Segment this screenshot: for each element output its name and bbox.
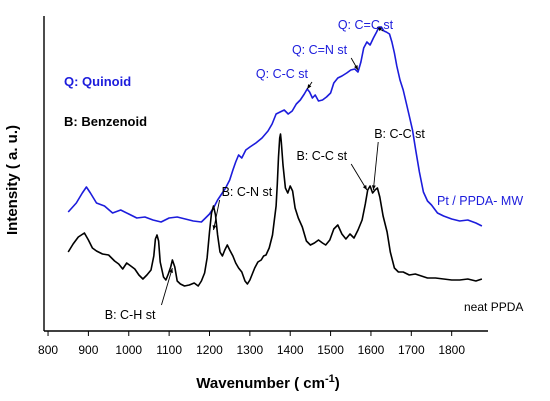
- annotation-arrow-head-4: [362, 185, 367, 190]
- annotation-arrow-head-5: [371, 185, 376, 190]
- annotation-3: B: C-N st: [212, 185, 273, 231]
- annotation-label-2: Q: C-C st: [256, 67, 309, 81]
- x-tick-label-900: 900: [78, 343, 98, 357]
- annotation-2: Q: C-C st: [256, 67, 313, 90]
- series-line-1: [67, 133, 483, 287]
- annotation-arrow-head-3: [212, 225, 217, 230]
- annotation-arrow-head-2: [307, 84, 312, 89]
- x-tick-label-1700: 1700: [398, 343, 425, 357]
- annotation-label-1: Q: C=N st: [292, 43, 348, 57]
- x-tick-label-1800: 1800: [438, 343, 465, 357]
- series-label-neat-ppda: neat PPDA: [464, 300, 523, 314]
- x-axis-ticks: [47, 331, 453, 336]
- annotation-label-5: B: C-C st: [374, 127, 425, 141]
- y-axis-title: Intensity ( a. u.): [4, 125, 21, 235]
- x-tick-label-800: 800: [38, 343, 58, 357]
- x-tick-label-1600: 1600: [358, 343, 385, 357]
- x-tick-label-1300: 1300: [237, 343, 264, 357]
- x-tick-label-1100: 1100: [156, 343, 182, 357]
- x-tick-label-1000: 1000: [115, 343, 142, 357]
- series-label-pt-ppda-mw: Pt / PPDA- MW: [437, 194, 523, 208]
- legend: Q: Quinoid B: Benzenoid: [64, 74, 147, 129]
- annotation-1: Q: C=N st: [292, 43, 359, 71]
- annotation-label-6: B: C-H st: [105, 308, 156, 322]
- annotation-arrow-line-5: [372, 141, 379, 191]
- annotation-arrow-line-4: [350, 163, 368, 191]
- annotation-arrow-line-3: [213, 199, 221, 231]
- annotation-6: B: C-H st: [105, 267, 173, 322]
- annotation-arrow-head-0: [377, 27, 382, 32]
- x-axis-title: Wavenumber ( cm-1): [196, 373, 339, 392]
- legend-item-benzenoid: B: Benzenoid: [64, 114, 147, 129]
- x-axis-tick-labels: 800 900 1000 1100 1200 1300 1400 1500 1600 1700 18…: [38, 343, 465, 357]
- series-line-0: [67, 26, 483, 227]
- x-tick-label-1500: 1500: [317, 343, 344, 357]
- x-tick-label-1400: 1400: [277, 343, 304, 357]
- annotation-label-3: B: C-N st: [222, 185, 273, 199]
- annotation-0: Q: C=C st: [338, 18, 394, 32]
- x-tick-label-1200: 1200: [196, 343, 223, 357]
- annotation-arrow-head-6: [169, 268, 173, 273]
- annotation-label-4: B: C-C st: [296, 149, 347, 163]
- annotation-layer: Q: C=C st Q: C=N st Q: C-C st B: C-N st B: C…: [105, 18, 426, 322]
- annotation-label-0: Q: C=C st: [338, 18, 394, 32]
- series-layer: [67, 26, 483, 287]
- annotation-arrow-head-1: [354, 65, 359, 70]
- annotation-4: B: C-C st: [296, 149, 368, 191]
- axes: [43, 16, 488, 332]
- annotation-arrow-line-6: [161, 267, 173, 306]
- legend-item-quinoid: Q: Quinoid: [64, 74, 131, 89]
- annotation-5: B: C-C st: [371, 127, 425, 191]
